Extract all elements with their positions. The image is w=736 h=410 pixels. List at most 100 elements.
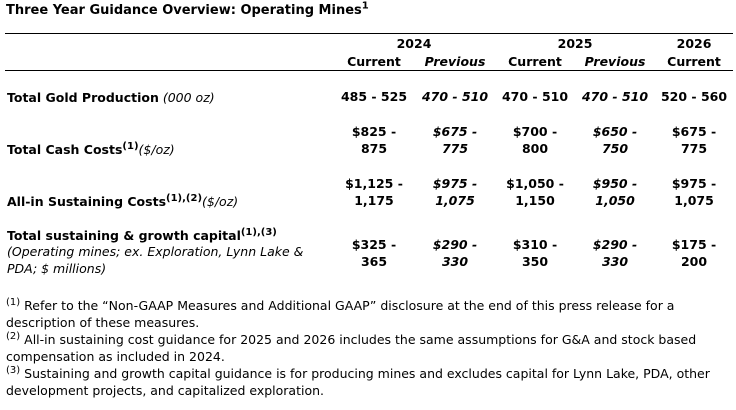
value-line: 1,075 [674, 192, 714, 208]
subheader: Previous [415, 52, 496, 71]
row-label: All-in Sustaining Costs(1),(2)($/oz) [5, 161, 333, 213]
value-line: $1,050 - [506, 175, 564, 191]
value-line: 350 [521, 253, 549, 269]
footnote-text: Refer to the “Non-GAAP Measures and Addi… [6, 298, 675, 330]
value-cell: $700 -800 [495, 109, 575, 161]
year: 2024 [396, 35, 432, 51]
label-unit: (000 oz) [158, 89, 215, 105]
value-line: 1,050 [595, 192, 635, 208]
label-unit: ($/oz) [202, 193, 239, 209]
value-cell: $175 -200 [655, 213, 733, 293]
subheader: Current [655, 52, 734, 71]
value-line: $700 - [512, 123, 558, 139]
value-line: 330 [441, 253, 469, 269]
footnote-text: Sustaining and growth capital guidance i… [6, 366, 710, 398]
value-line: $290 - [592, 236, 638, 252]
title: Three Year Guidance Overview: Operating … [6, 0, 369, 18]
value-cell: $975 -1,075 [655, 161, 733, 213]
value-cell: $310 -350 [495, 213, 575, 293]
value-line: $950 - [592, 175, 638, 191]
table-row: Total Cash Costs(1)($/oz) $825 -875 $675 -… [5, 109, 733, 161]
value-line: $675 - [432, 123, 478, 139]
value-line: 470 - 510 [501, 88, 569, 104]
value-cell: $650 -750 [575, 109, 655, 161]
value-line: $825 - [351, 123, 397, 139]
subheader-row: Current Previous Current Previous Current [5, 52, 734, 71]
title-text: Three Year Guidance Overview: Operating … [6, 3, 362, 18]
value-line: $650 - [592, 123, 638, 139]
value-line: $175 - [671, 236, 717, 252]
footnote: (2) All-in sustaining cost guidance for … [6, 331, 730, 365]
value-line: 520 - 560 [660, 88, 728, 104]
value-cell: $675 -775 [655, 109, 733, 161]
value-cell: 485 - 525 [333, 71, 415, 109]
value-line: 875 [360, 140, 388, 156]
label-note: (Operating mines; ex. Exploration, Lynn … [7, 244, 304, 276]
footnote-mark: (1) [6, 296, 21, 308]
value-line: 470 - 510 [421, 88, 489, 104]
value-line: 200 [680, 253, 708, 269]
row-label: Total sustaining & growth capital(1),(3)… [5, 213, 333, 293]
value-line: $975 - [671, 175, 717, 191]
footnote: (3) Sustaining and growth capital guidan… [6, 365, 730, 399]
value-line: 485 - 525 [340, 88, 408, 104]
table-row: Total sustaining & growth capital(1),(3)… [5, 213, 733, 293]
footnote: (1) Refer to the “Non-GAAP Measures and … [6, 297, 730, 331]
value-line: 330 [601, 253, 629, 269]
footnote-text: All-in sustaining cost guidance for 2025… [6, 332, 697, 364]
row-label: Total Gold Production (000 oz) [5, 71, 333, 109]
value-cell: 520 - 560 [655, 71, 733, 109]
value-line: 1,175 [354, 192, 394, 208]
footnote-mark: (2) [6, 330, 21, 342]
table-row: All-in Sustaining Costs(1),(2)($/oz) $1,1… [5, 161, 733, 213]
footnote-mark: (3) [6, 364, 21, 376]
value-line: 800 [521, 140, 549, 156]
value-line: $1,125 - [345, 175, 403, 191]
value-cell: $675 -775 [415, 109, 495, 161]
value-line: 775 [680, 140, 708, 156]
value-line: $310 - [512, 236, 558, 252]
guidance-table: 2024 2025 2026 Current Previous Current Pre… [5, 33, 734, 293]
table-row: Total Gold Production (000 oz) 485 - 525 4… [5, 71, 733, 109]
year: 2026 [676, 35, 712, 51]
label-text: Total Cash Costs [7, 141, 123, 157]
value-line: $975 - [432, 175, 478, 191]
value-cell: 470 - 510 [415, 71, 495, 109]
value-cell: $325 -365 [333, 213, 415, 293]
row-label: Total Cash Costs(1)($/oz) [5, 109, 333, 161]
footnotes: (1) Refer to the “Non-GAAP Measures and … [6, 297, 730, 399]
title-sup: 1 [361, 0, 369, 12]
label-sup: (1) [122, 140, 139, 152]
year-row: 2024 2025 2026 [5, 34, 733, 53]
value-line: 365 [360, 253, 388, 269]
label-unit: ($/oz) [138, 141, 175, 157]
subheader: Current [495, 52, 576, 71]
value-cell: $1,125 -1,175 [333, 161, 415, 213]
value-cell: $290 -330 [575, 213, 655, 293]
value-line: 1,150 [515, 192, 555, 208]
label-sup: (1),(2) [166, 192, 203, 204]
table-body: Total Gold Production (000 oz) 485 - 525 4… [5, 71, 733, 293]
value-line: $325 - [351, 236, 397, 252]
value-cell: $975 -1,075 [415, 161, 495, 213]
value-line: $675 - [671, 123, 717, 139]
value-cell: $1,050 -1,150 [495, 161, 575, 213]
label-text: Total Gold Production [7, 89, 159, 105]
value-cell: 470 - 510 [575, 71, 655, 109]
value-line: $290 - [432, 236, 478, 252]
value-cell: $825 -875 [333, 109, 415, 161]
value-line: 470 - 510 [581, 88, 649, 104]
subheader: Previous [575, 52, 656, 71]
label-text: Total sustaining & growth capital [7, 228, 241, 243]
subheader: Current [333, 52, 415, 71]
year: 2025 [557, 35, 593, 51]
value-cell: $290 -330 [415, 213, 495, 293]
value-cell: $950 -1,050 [575, 161, 655, 213]
label-sup: (1),(3) [240, 226, 277, 238]
value-line: 1,075 [435, 192, 475, 208]
value-line: 750 [601, 140, 629, 156]
label-text: All-in Sustaining Costs [7, 193, 167, 209]
value-cell: 470 - 510 [495, 71, 575, 109]
value-line: 775 [441, 140, 469, 156]
